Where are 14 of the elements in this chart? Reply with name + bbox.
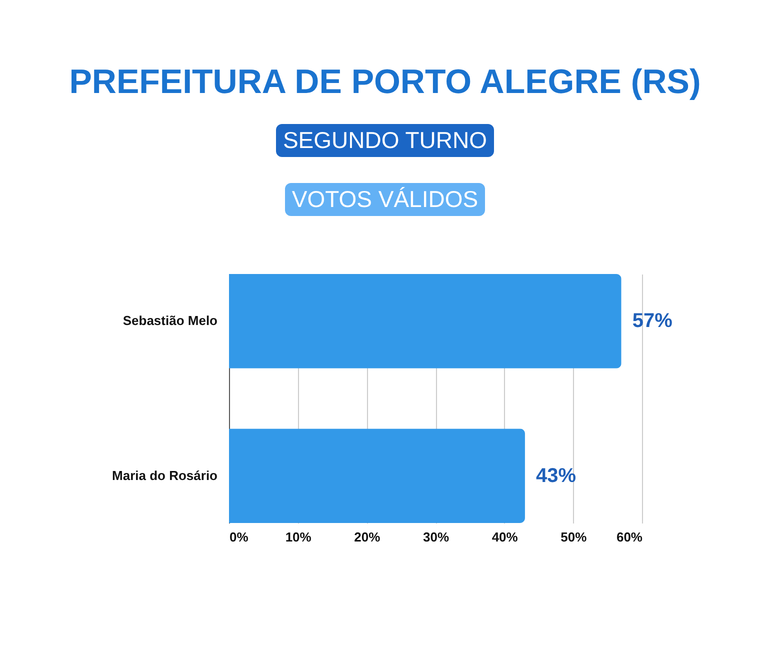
chart-subtitle: SEGUNDO TURNO — [276, 124, 494, 157]
y-tick-label: Sebastião Melo — [122, 313, 218, 328]
x-tick-label: 60% — [616, 530, 643, 544]
text: VOTOS VÁLIDOS — [284, 183, 486, 216]
x-tick-label: 10% — [285, 530, 312, 544]
x-tick-label: 20% — [354, 530, 381, 544]
data-label: 43% — [536, 464, 576, 487]
data-label: 57% — [632, 310, 673, 332]
y-tick-label: Maria do Rosário — [112, 468, 218, 483]
chart-title: PREFEITURA DE PORTO ALEGRE (RS) — [68, 62, 702, 102]
x-tick-label: 50% — [560, 530, 588, 544]
x-tick-label: 40% — [492, 530, 518, 544]
x-tick-label: 30% — [422, 530, 450, 544]
x-tick-label: 0% — [230, 530, 249, 544]
